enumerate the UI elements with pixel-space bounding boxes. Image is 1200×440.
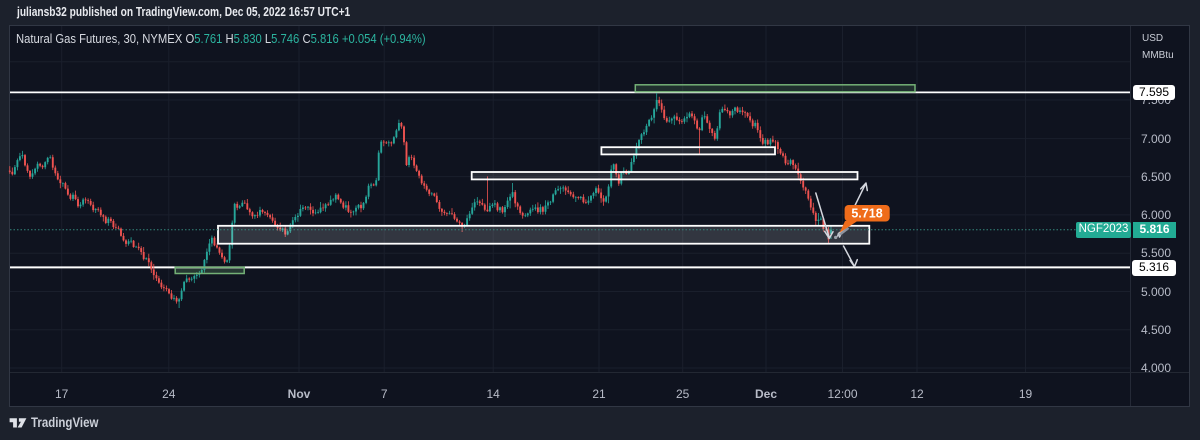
svg-text:5.718: 5.718 [851,206,882,220]
